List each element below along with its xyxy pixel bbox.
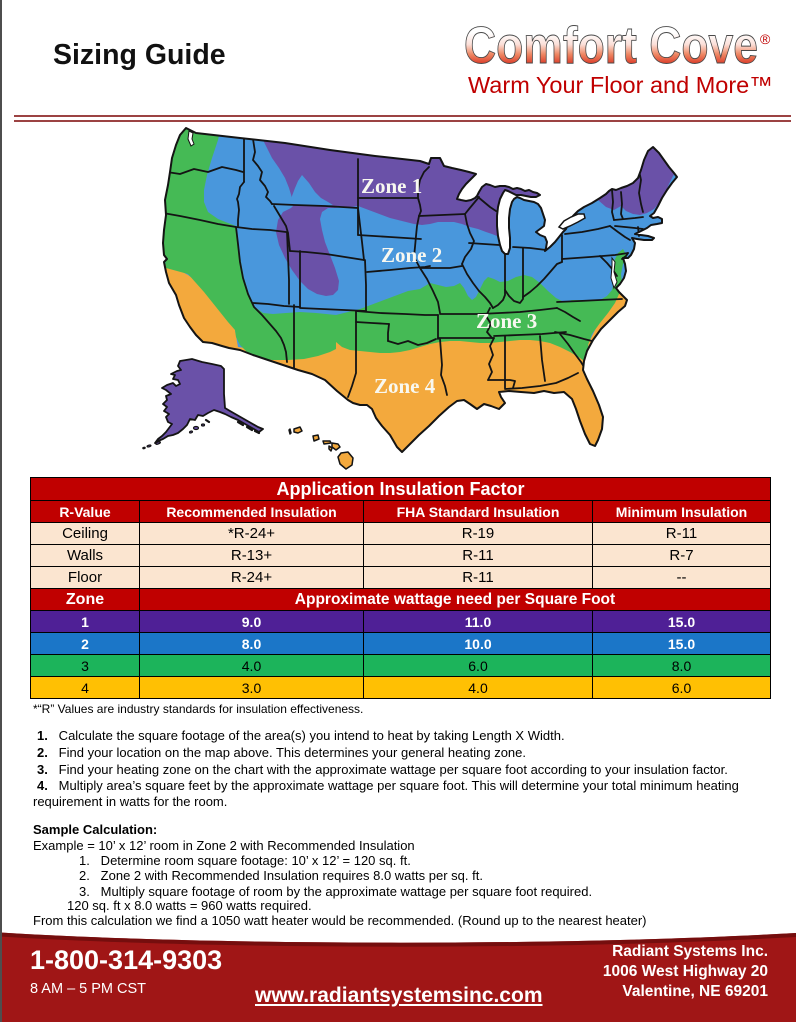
svg-text:Zone 2: Zone 2 — [381, 243, 442, 267]
svg-text:Comfort Cove: Comfort Cove — [464, 17, 758, 75]
svg-text:®: ® — [760, 31, 771, 47]
svg-text:Zone 3: Zone 3 — [476, 309, 537, 333]
svg-text:Zone 1: Zone 1 — [361, 174, 422, 198]
svg-text:Warm Your Floor and More™: Warm Your Floor and More™ — [468, 72, 773, 98]
svg-text:Zone 4: Zone 4 — [374, 374, 436, 398]
